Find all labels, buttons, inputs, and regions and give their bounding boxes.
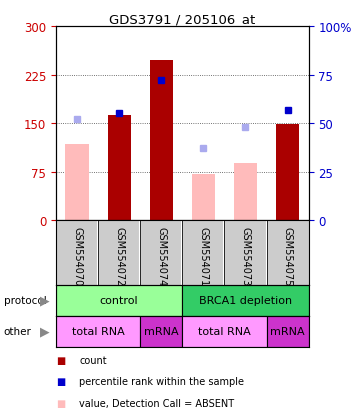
Text: BRCA1 depletion: BRCA1 depletion [199, 295, 292, 306]
Text: mRNA: mRNA [270, 326, 305, 337]
Text: ■: ■ [56, 376, 65, 386]
Text: protocol: protocol [4, 295, 46, 306]
Bar [192, 174, 215, 221]
Text: ■: ■ [56, 355, 65, 365]
Text: ▶: ▶ [40, 325, 50, 338]
Bar [182, 285, 309, 316]
Bar [234, 164, 257, 221]
Text: GSM554072: GSM554072 [114, 226, 124, 285]
Text: count: count [79, 355, 107, 365]
Text: other: other [4, 326, 31, 337]
Text: GSM554070: GSM554070 [72, 226, 82, 285]
Text: total RNA: total RNA [198, 326, 251, 337]
Text: GSM554071: GSM554071 [198, 226, 208, 285]
Text: GSM554073: GSM554073 [240, 226, 251, 285]
Text: mRNA: mRNA [144, 326, 179, 337]
Text: total RNA: total RNA [72, 326, 125, 337]
Bar [56, 285, 182, 316]
Bar [108, 116, 131, 221]
Text: control: control [100, 295, 138, 306]
Text: value, Detection Call = ABSENT: value, Detection Call = ABSENT [79, 398, 235, 408]
Bar [182, 316, 266, 347]
Bar [150, 60, 173, 221]
Text: ■: ■ [56, 398, 65, 408]
Bar [266, 316, 309, 347]
Text: GSM554074: GSM554074 [156, 226, 166, 285]
Bar [276, 125, 299, 221]
Bar [140, 316, 182, 347]
Title: GDS3791 / 205106_at: GDS3791 / 205106_at [109, 13, 256, 26]
Text: percentile rank within the sample: percentile rank within the sample [79, 376, 244, 386]
Bar [65, 145, 88, 221]
Text: ▶: ▶ [40, 294, 50, 307]
Text: GSM554075: GSM554075 [283, 226, 293, 285]
Bar [56, 316, 140, 347]
